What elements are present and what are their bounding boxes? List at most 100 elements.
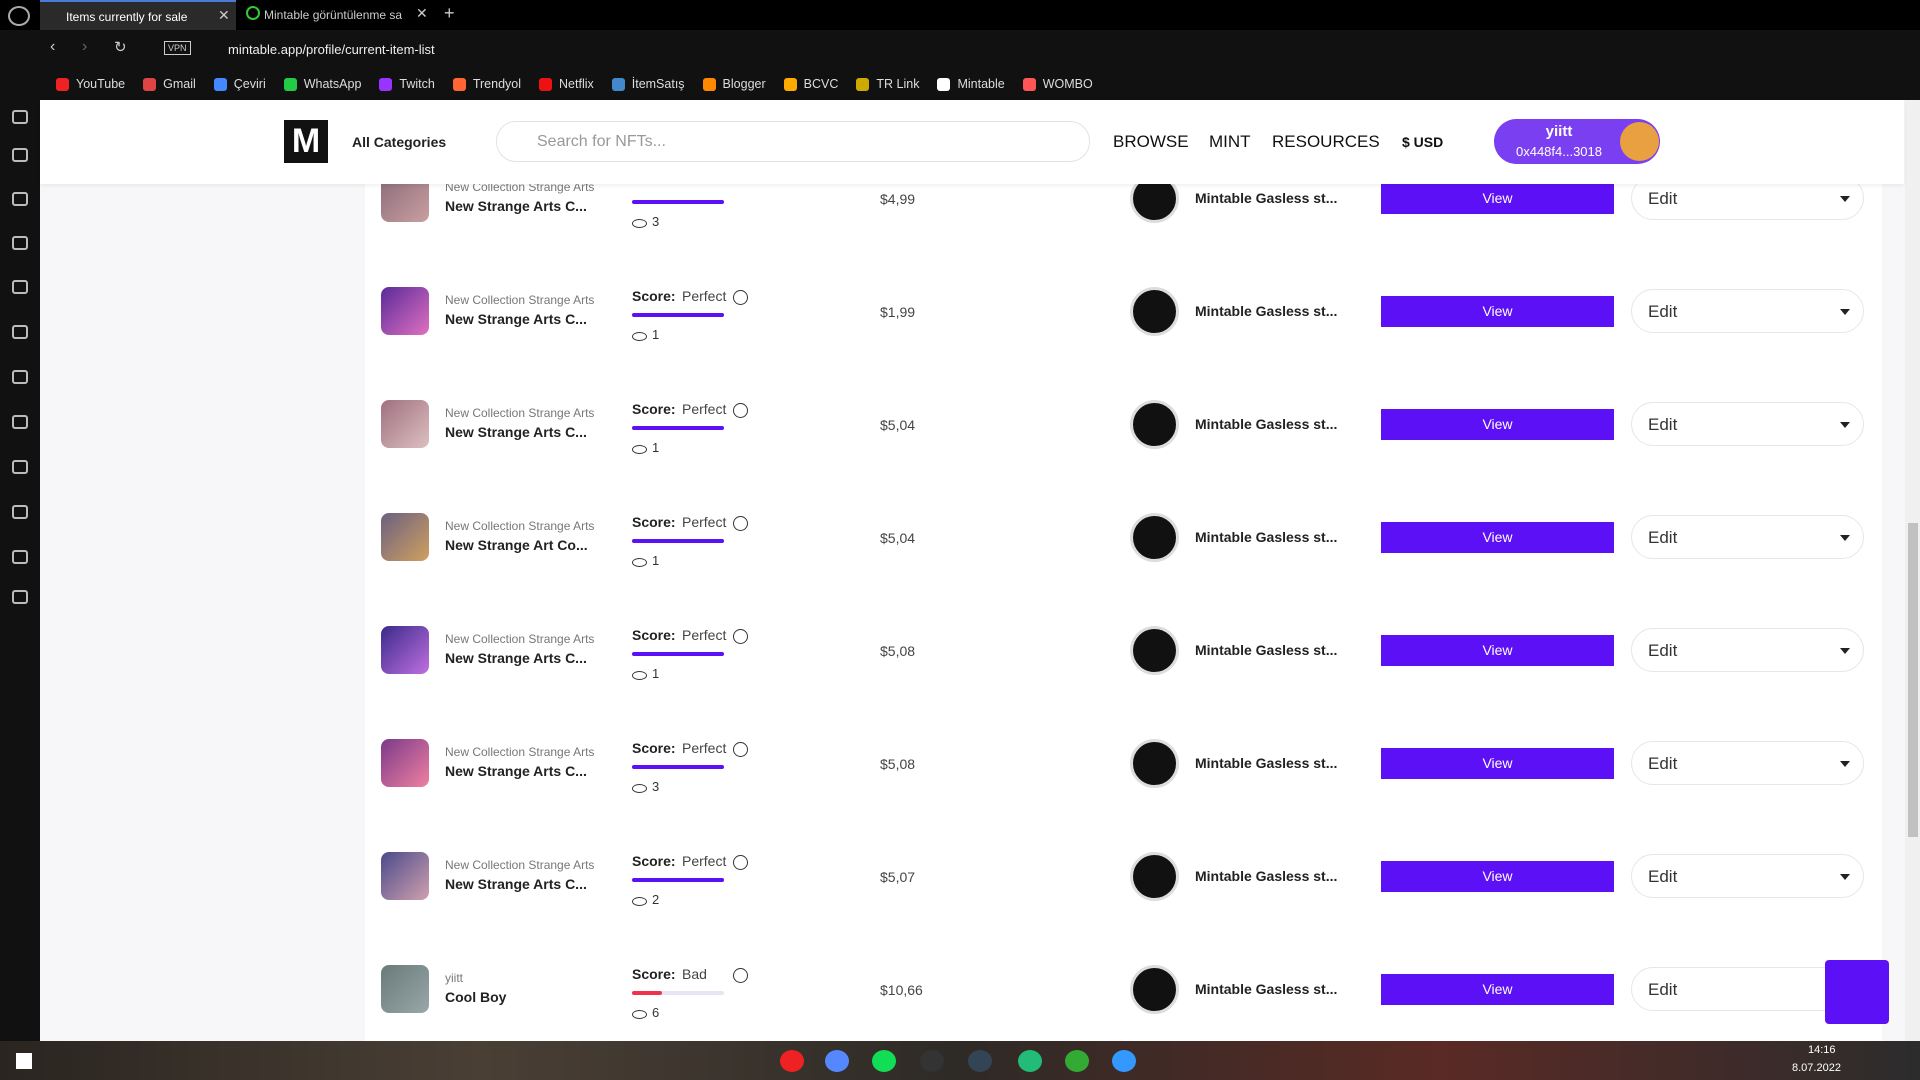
info-icon[interactable] <box>733 516 748 531</box>
store-name[interactable]: Mintable Gasless st... <box>1195 981 1338 997</box>
store-avatar[interactable] <box>1130 400 1179 449</box>
sidebar-icon[interactable] <box>12 110 28 124</box>
opera-logo[interactable] <box>8 6 30 26</box>
view-button[interactable]: View <box>1381 974 1614 1005</box>
edit-select[interactable]: Edit <box>1631 289 1864 333</box>
store-name[interactable]: Mintable Gasless st... <box>1195 303 1338 319</box>
info-icon[interactable] <box>733 290 748 305</box>
start-button[interactable] <box>16 1053 32 1069</box>
view-button[interactable]: View <box>1381 861 1614 892</box>
item-image[interactable] <box>381 400 429 448</box>
sidebar-icon[interactable] <box>12 505 28 519</box>
bookmark[interactable]: WhatsApp <box>283 77 361 91</box>
sidebar-icon[interactable] <box>12 325 28 339</box>
taskbar-app[interactable] <box>1065 1050 1089 1072</box>
edit-select[interactable]: Edit <box>1631 402 1864 446</box>
vpn-badge[interactable]: VPN <box>164 41 191 55</box>
taskbar-app[interactable] <box>968 1050 992 1072</box>
bookmark[interactable]: Blogger <box>702 77 766 91</box>
bookmark[interactable]: BCVC <box>783 77 838 91</box>
nav-link[interactable]: MINT <box>1209 132 1251 151</box>
logo[interactable]: M <box>284 120 328 163</box>
store-avatar[interactable] <box>1130 965 1179 1014</box>
view-button[interactable]: View <box>1381 183 1614 214</box>
view-button[interactable]: View <box>1381 748 1614 779</box>
bookmark[interactable]: Trendyol <box>452 77 521 91</box>
edit-select[interactable]: Edit <box>1631 515 1864 559</box>
bookmark[interactable]: İtemSatış <box>611 77 685 91</box>
taskbar-app[interactable] <box>1018 1050 1042 1072</box>
store-name[interactable]: Mintable Gasless st... <box>1195 755 1338 771</box>
item-image[interactable] <box>381 739 429 787</box>
forward[interactable]: › <box>82 38 88 55</box>
scroll-thumb[interactable] <box>1908 523 1918 837</box>
back[interactable]: ‹ <box>50 38 56 55</box>
bookmark[interactable]: Netflix <box>539 77 594 91</box>
search-box[interactable]: Search for NFTs... <box>496 121 1090 162</box>
sidebar-icon[interactable] <box>12 550 28 564</box>
nav-link[interactable]: RESOURCES <box>1272 132 1380 151</box>
item-name[interactable]: New Strange Arts C... <box>445 876 587 892</box>
bookmark[interactable]: Twitch <box>379 77 435 91</box>
store-avatar[interactable] <box>1130 852 1179 901</box>
nav-link[interactable]: BROWSE <box>1113 132 1189 151</box>
taskbar-app[interactable] <box>825 1050 849 1072</box>
profile-pill[interactable]: yiitt 0x448f4...3018 <box>1494 119 1660 164</box>
sidebar-icon[interactable] <box>12 370 28 384</box>
item-name[interactable]: New Strange Arts C... <box>445 424 587 440</box>
taskbar-app[interactable] <box>920 1050 944 1072</box>
store-avatar[interactable] <box>1130 513 1179 562</box>
bookmark[interactable]: Mintable <box>937 77 1005 91</box>
sidebar-icon[interactable] <box>12 590 28 604</box>
tab-close[interactable]: ✕ <box>218 7 230 23</box>
view-button[interactable]: View <box>1381 409 1614 440</box>
reload[interactable]: ↻ <box>114 39 127 56</box>
bookmark[interactable]: WOMBO <box>1022 77 1093 91</box>
info-icon[interactable] <box>733 742 748 757</box>
item-image[interactable] <box>381 852 429 900</box>
sidebar-icon[interactable] <box>12 280 28 294</box>
currency[interactable]: $ USD <box>1402 134 1444 150</box>
store-name[interactable]: Mintable Gasless st... <box>1195 868 1338 884</box>
item-image[interactable] <box>381 513 429 561</box>
store-name[interactable]: Mintable Gasless st... <box>1195 642 1338 658</box>
chat-button[interactable] <box>1825 960 1889 1024</box>
taskbar-app[interactable] <box>872 1050 896 1072</box>
item-image[interactable] <box>381 965 429 1013</box>
bookmark[interactable]: YouTube <box>56 77 125 91</box>
sidebar-icon[interactable] <box>12 236 28 250</box>
edit-select[interactable]: Edit <box>1631 628 1864 672</box>
sidebar-icon[interactable] <box>12 148 28 162</box>
tab-close[interactable]: ✕ <box>416 5 428 21</box>
item-image[interactable] <box>381 287 429 335</box>
store-name[interactable]: Mintable Gasless st... <box>1195 529 1338 545</box>
store-avatar[interactable] <box>1130 626 1179 675</box>
edit-select[interactable]: Edit <box>1631 741 1864 785</box>
item-name[interactable]: New Strange Arts C... <box>445 763 587 779</box>
taskbar-app[interactable] <box>780 1050 804 1072</box>
view-button[interactable]: View <box>1381 635 1614 666</box>
url[interactable]: mintable.app/profile/current-item-list <box>228 42 435 57</box>
sidebar-icon[interactable] <box>12 415 28 429</box>
sidebar-icon[interactable] <box>12 192 28 206</box>
bookmark[interactable]: Çeviri <box>213 77 266 91</box>
edit-select[interactable]: Edit <box>1631 854 1864 898</box>
categories[interactable]: All Categories <box>352 134 447 150</box>
tab[interactable]: Mintable görüntülenme sa ✕ <box>240 0 436 30</box>
info-icon[interactable] <box>733 855 748 870</box>
taskbar-app[interactable] <box>1112 1050 1136 1072</box>
info-icon[interactable] <box>733 968 748 983</box>
item-image[interactable] <box>381 626 429 674</box>
info-icon[interactable] <box>733 403 748 418</box>
item-name[interactable]: New Strange Arts C... <box>445 650 587 666</box>
store-name[interactable]: Mintable Gasless st... <box>1195 190 1338 206</box>
store-avatar[interactable] <box>1130 739 1179 788</box>
new-tab[interactable]: + <box>444 3 455 23</box>
item-name[interactable]: Cool Boy <box>445 989 507 1005</box>
view-button[interactable]: View <box>1381 522 1614 553</box>
item-name[interactable]: New Strange Arts C... <box>445 198 587 214</box>
bookmark[interactable]: Gmail <box>143 77 196 91</box>
view-button[interactable]: View <box>1381 296 1614 327</box>
bookmark[interactable]: TR Link <box>856 77 919 91</box>
tab-active[interactable]: Items currently for sale ✕ <box>40 0 236 30</box>
